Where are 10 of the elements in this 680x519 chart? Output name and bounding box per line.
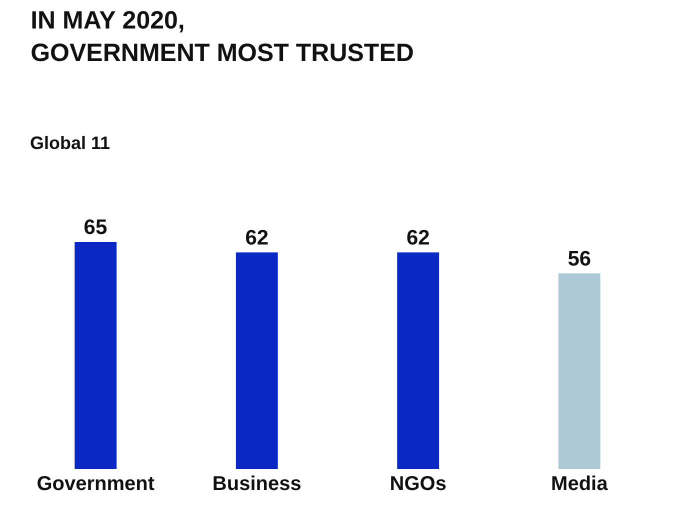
chart-subtitle: Global 11 — [30, 133, 110, 153]
x-tick-label: Government — [36, 473, 155, 495]
x-tick-label: Business — [212, 473, 302, 495]
data-label: 62 — [406, 226, 430, 250]
x-tick-label: NGOs — [390, 473, 446, 495]
x-tick-label: Media — [551, 473, 609, 495]
data-label: 56 — [568, 247, 592, 270]
data-label: 62 — [245, 226, 269, 250]
data-label: 65 — [84, 216, 108, 239]
chart-title: IN MAY 2020, GOVERNMENT MOST TRUSTED — [30, 6, 414, 68]
